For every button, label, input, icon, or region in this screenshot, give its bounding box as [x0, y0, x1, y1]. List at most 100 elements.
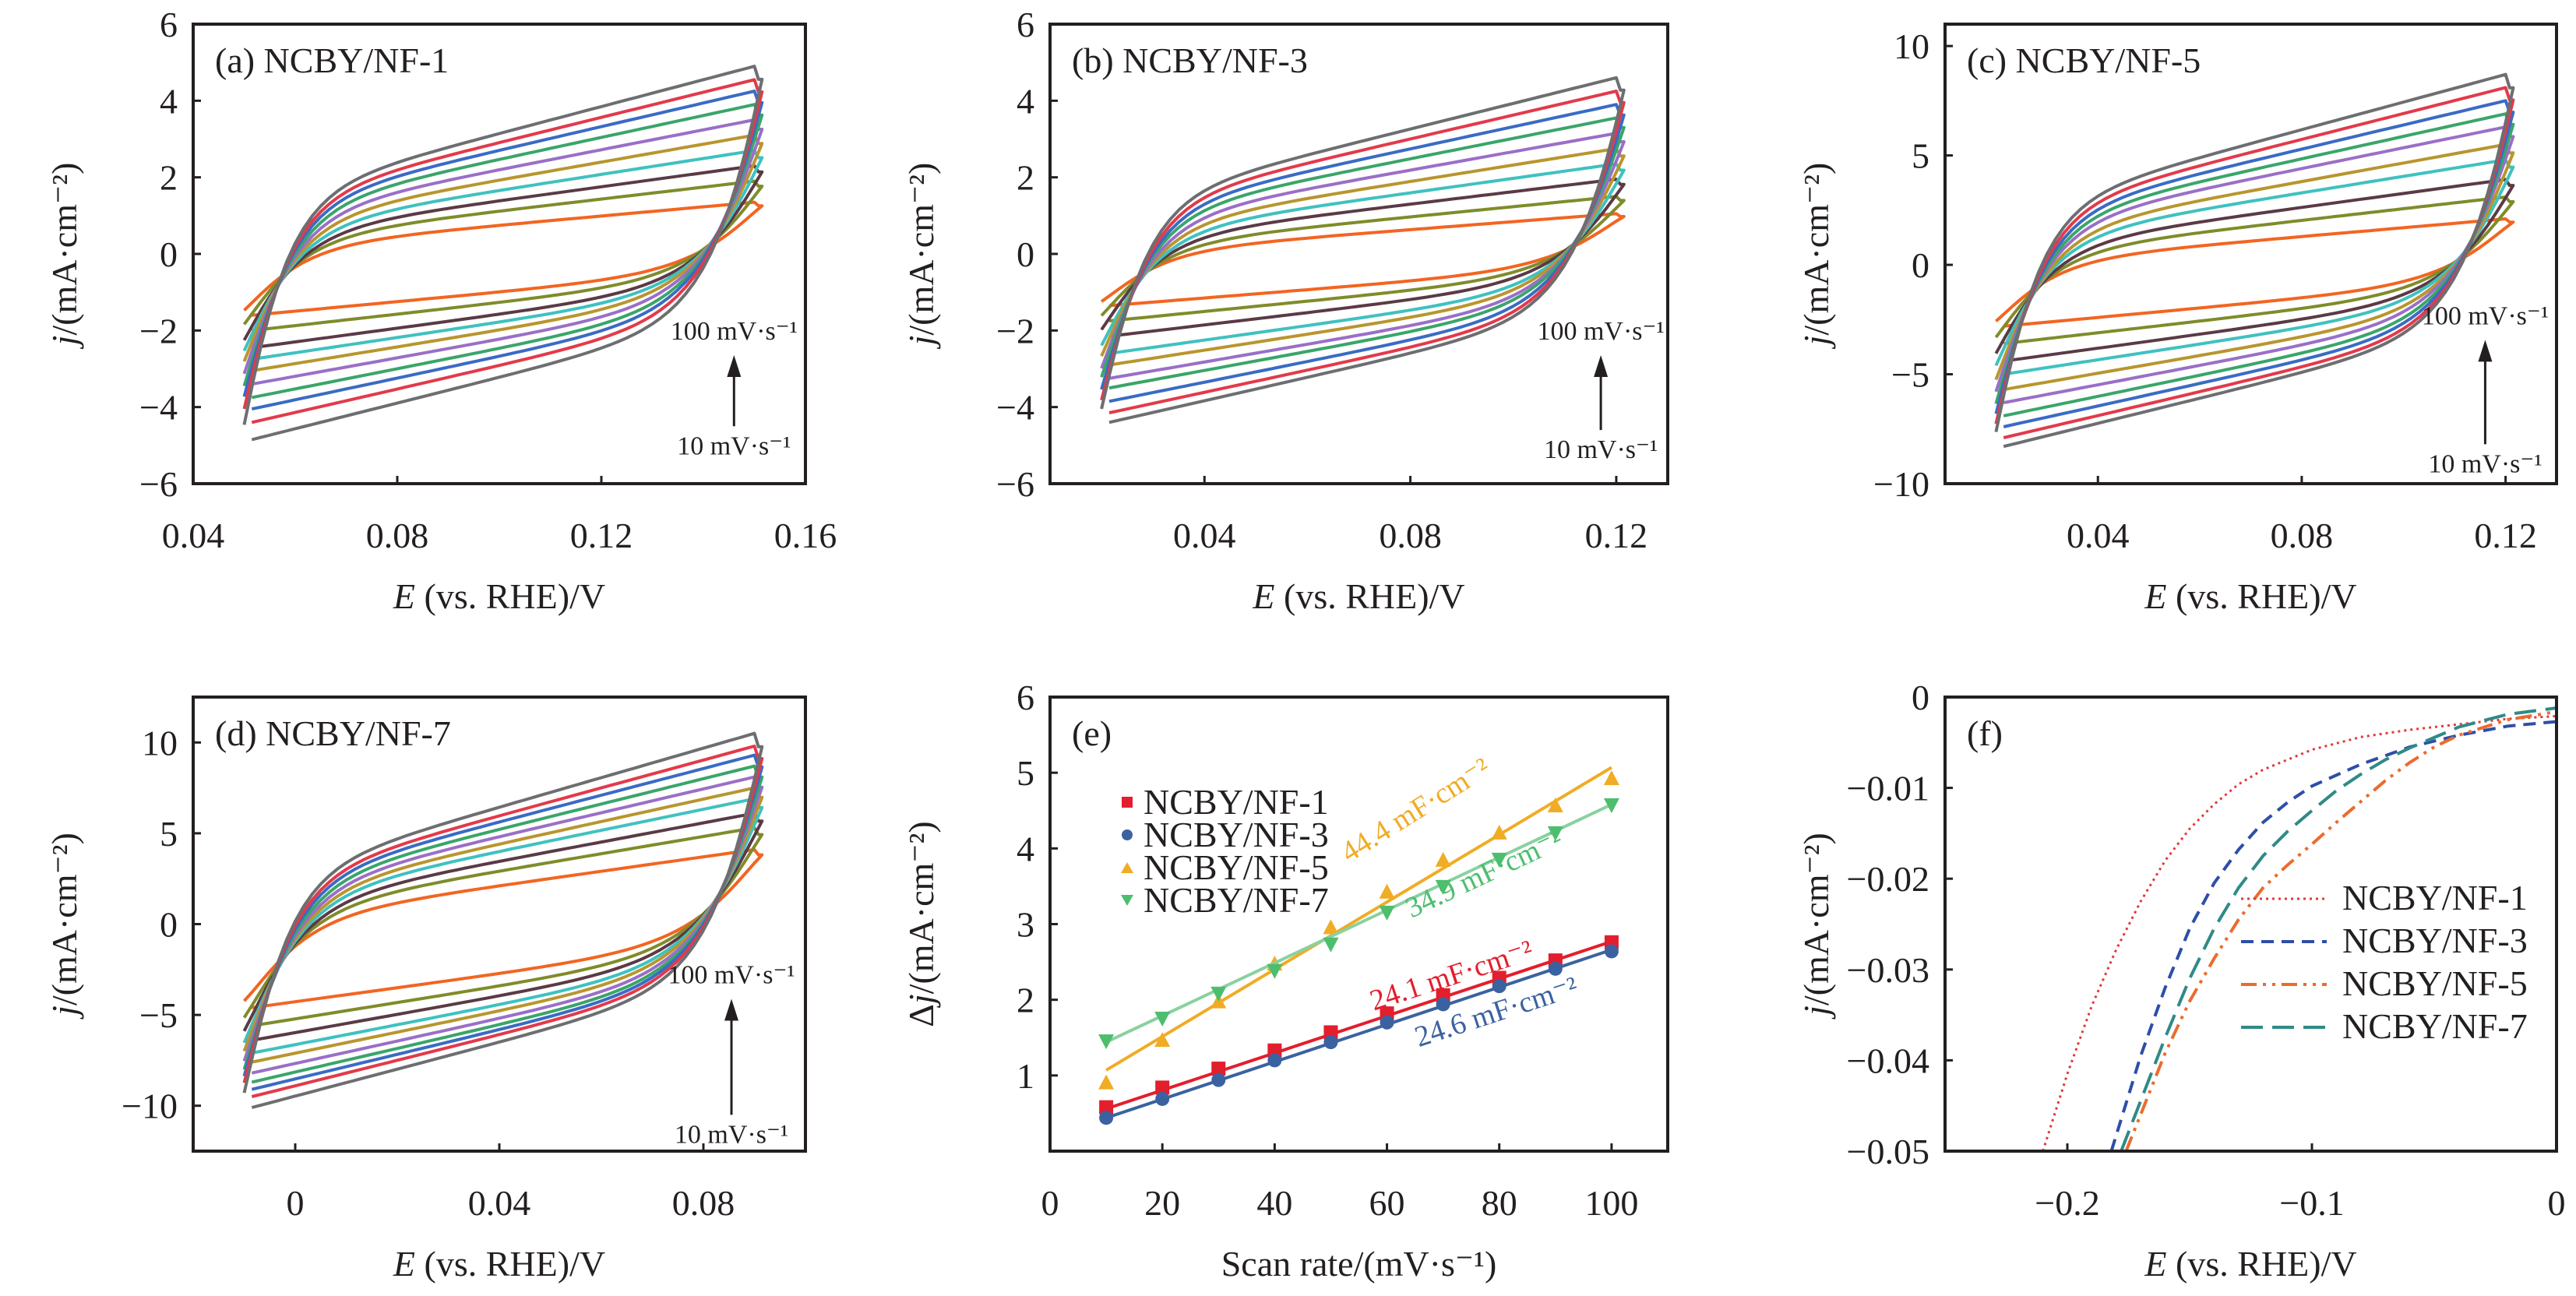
annotation-10mV: 10 mV·s⁻¹	[2428, 449, 2542, 478]
x-tick-label: 0.08	[366, 516, 429, 555]
annotation-100mV: 100 mV·s⁻¹	[2422, 301, 2549, 330]
y-tick-label: −0.03	[1847, 950, 1929, 990]
panel-a: 100 mV·s⁻¹ 10 mV·s⁻¹ 0.04 0.08 0.12 0.16 −6 −4 −…	[44, 5, 837, 616]
plot-frame	[1943, 23, 2558, 485]
lsv-curve-0	[2042, 715, 2557, 1151]
y-tick-label: −5	[1891, 355, 1929, 395]
legend-marker-square	[1122, 797, 1133, 808]
data-point-square	[1323, 1025, 1338, 1040]
x-tick-label: 0.12	[2474, 516, 2537, 555]
annotation-10mV: 10 mV·s⁻¹	[675, 1120, 788, 1149]
x-axis-label-symbol: E	[1252, 576, 1274, 616]
y-tick-label: 4	[160, 81, 178, 121]
x-axis-label-symbol: E	[2144, 576, 2166, 616]
y-axis-label: j/(mA·cm⁻²)	[1796, 833, 1836, 1020]
y-tick-label: −0.02	[1847, 859, 1929, 899]
data-point-triangle-up	[1603, 770, 1619, 785]
data-point-circle	[1492, 979, 1506, 994]
data-point-square	[1211, 1062, 1226, 1076]
panel-title: (b) NCBY/NF-3	[1072, 40, 1308, 80]
y-axis-label: j/(mA·cm⁻²)	[44, 833, 84, 1020]
y-tick-label: −0.05	[1847, 1132, 1929, 1171]
legend-label: NCBY/NF-7	[1144, 880, 1329, 920]
cv-curve-30	[1994, 178, 2515, 363]
y-axis-label: j/(mA·cm⁻²)	[1796, 163, 1836, 350]
x-axis-label: E (vs. RHE)/V	[2144, 576, 2356, 616]
data-point-circle	[1436, 997, 1450, 1012]
cv-curve-40	[242, 149, 764, 361]
x-tick-label: −0.2	[2035, 1183, 2099, 1223]
y-axis-label-symbol: j	[901, 336, 941, 350]
data-point-triangle-down	[1435, 879, 1451, 895]
legend-label: NCBY/NF-3	[1144, 815, 1329, 854]
panel-title: (a) NCBY/NF-1	[215, 40, 449, 80]
y-tick-label: 0	[160, 234, 178, 274]
data-point-triangle-down	[1098, 1034, 1115, 1050]
data-point-square	[1155, 1080, 1170, 1095]
data-point-triangle-down	[1379, 905, 1395, 921]
annotation-10mV: 10 mV·s⁻¹	[1544, 435, 1658, 464]
cv-curve-10	[243, 200, 764, 317]
x-axis-label-unit: (vs. RHE)/V	[2167, 576, 2357, 616]
data-point-triangle-up	[1323, 919, 1339, 935]
x-axis-label: E (vs. RHE)/V	[393, 1244, 605, 1284]
cv-curve-50	[1100, 146, 1626, 367]
panel-title: (c) NCBY/NF-5	[1967, 40, 2201, 80]
data-point-triangle-down	[1603, 798, 1619, 813]
legend-marker-triangle-down	[1121, 895, 1133, 906]
y-axis-label-prefix: Δ	[901, 1004, 941, 1027]
panel-title: (f)	[1967, 713, 2003, 753]
x-axis-label: E (vs. RHE)/V	[1252, 576, 1464, 616]
data-point-triangle-up	[1379, 883, 1395, 899]
data-point-circle	[1548, 961, 1563, 976]
arrow-up-icon	[724, 998, 739, 1021]
data-point-square	[1267, 1043, 1282, 1058]
data-point-triangle-down	[1547, 826, 1563, 841]
lsv-curve-1	[2109, 720, 2557, 1151]
annotation-10mV: 10 mV·s⁻¹	[677, 431, 791, 460]
y-tick-label: 6	[1017, 678, 1034, 717]
data-point-triangle-down	[1323, 937, 1339, 953]
y-tick-label: 4	[1017, 829, 1034, 868]
data-point-triangle-down	[1491, 852, 1507, 868]
data-point-triangle-down	[1210, 986, 1227, 1002]
y-tick-label: −6	[996, 464, 1034, 504]
panel-title: (e)	[1072, 713, 1112, 753]
y-tick-label: 5	[160, 814, 178, 854]
y-axis-label-symbol: j	[44, 1005, 84, 1020]
legend-marker-triangle-up	[1121, 862, 1133, 873]
plot-frame	[1943, 696, 2558, 1153]
x-tick-label: −0.1	[2279, 1183, 2344, 1223]
cv-curve-20	[242, 826, 764, 1028]
y-tick-label: 10	[1894, 26, 1929, 66]
cv-curve-30	[242, 812, 764, 1042]
y-tick-label: −0.01	[1847, 769, 1929, 808]
y-tick-label: 2	[1017, 981, 1034, 1020]
panel-c: 100 mV·s⁻¹ 10 mV·s⁻¹ 0.04 0.08 0.12 −10 −5 0 5 10…	[1796, 23, 2558, 616]
x-tick-label: 0.04	[1173, 516, 1236, 555]
cv-curve-30	[242, 164, 764, 350]
y-tick-label: 10	[142, 723, 178, 762]
x-tick-label: 0	[1041, 1183, 1059, 1223]
data-point-triangle-up	[1435, 851, 1451, 867]
cv-curve-100	[1994, 72, 2515, 449]
slope-label: 34.9 mF·cm⁻²	[1401, 823, 1568, 924]
x-tick-label: 100	[1584, 1183, 1638, 1223]
x-tick-label: 0.16	[774, 516, 837, 555]
data-point-triangle-up	[1098, 1074, 1115, 1090]
x-axis-label: E (vs. RHE)/V	[2144, 1244, 2356, 1284]
y-tick-label: 6	[160, 5, 178, 44]
data-point-triangle-up	[1154, 1032, 1171, 1048]
y-tick-label: 0	[160, 905, 178, 945]
y-axis-label-symbol: j	[1796, 336, 1836, 350]
data-point-circle	[1604, 944, 1619, 959]
y-tick-label: −10	[122, 1086, 178, 1126]
x-tick-label: 0.08	[672, 1183, 735, 1223]
y-axis-label-unit: /(mA·cm⁻²)	[901, 163, 941, 336]
x-tick-label: 0.04	[2067, 516, 2130, 555]
x-tick-label: 80	[1482, 1183, 1517, 1223]
x-tick-label: 0.12	[570, 516, 633, 555]
y-axis-label-unit: /(mA·cm⁻²)	[1796, 163, 1836, 336]
y-axis-label-unit: /(mA·cm⁻²)	[44, 163, 84, 336]
x-axis-label-unit: (vs. RHE)/V	[1275, 576, 1465, 616]
